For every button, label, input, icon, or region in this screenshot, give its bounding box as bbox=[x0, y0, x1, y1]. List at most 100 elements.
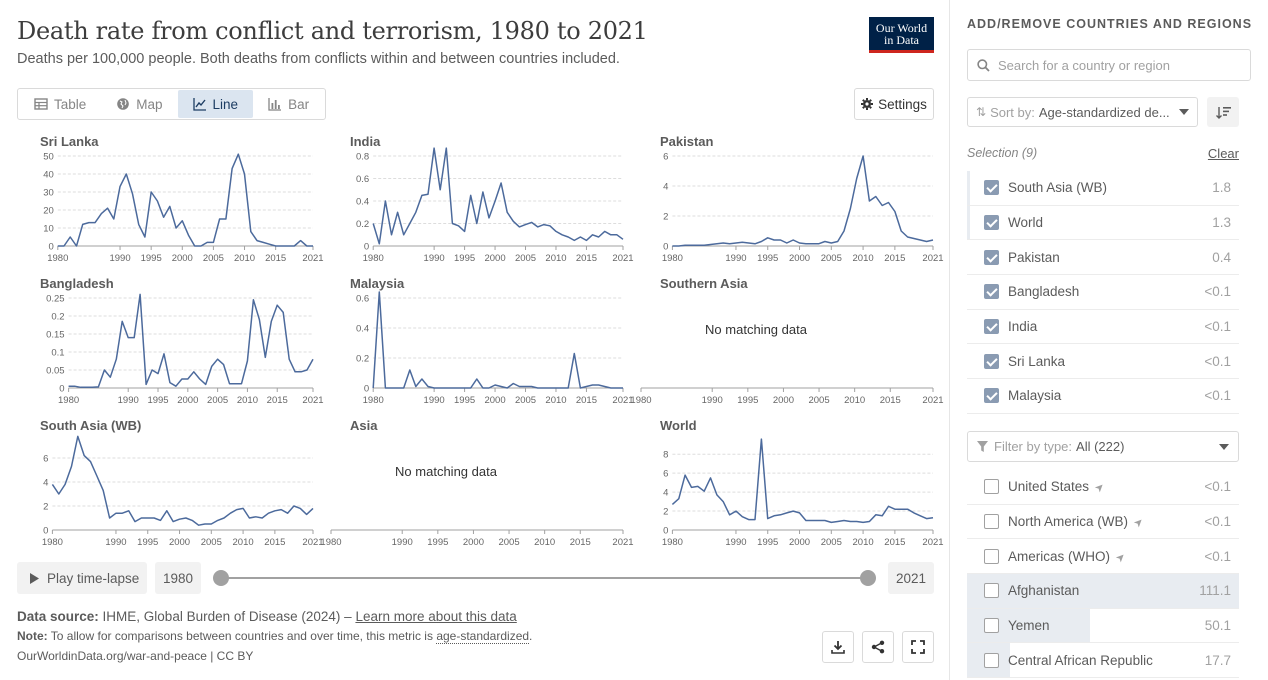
entity-row-bangladesh[interactable]: Bangladesh <0.1 bbox=[967, 275, 1239, 310]
x-tick-label: 1995 bbox=[141, 253, 162, 264]
entity-row-malaysia[interactable]: Malaysia <0.1 bbox=[967, 379, 1239, 414]
x-tick-label: 2015 bbox=[265, 253, 286, 264]
x-tick-label: 1980 bbox=[320, 537, 341, 548]
country-search-input[interactable]: Search for a country or region bbox=[967, 49, 1251, 81]
tab-map[interactable]: Map bbox=[101, 90, 177, 118]
checkbox[interactable] bbox=[984, 514, 999, 530]
entity-row-yemen[interactable]: Yemen 50.1 bbox=[967, 608, 1239, 644]
learn-more-link[interactable]: Learn more about this data bbox=[355, 609, 517, 624]
y-tick-label: 0.2 bbox=[356, 219, 369, 230]
y-tick-label: 2 bbox=[663, 507, 668, 518]
start-handle[interactable] bbox=[213, 570, 229, 586]
x-tick-label: 2005 bbox=[201, 537, 222, 548]
x-tick-label: 2005 bbox=[515, 253, 536, 264]
sort-dropdown[interactable]: ⇅ Sort by: Age-standardized de... bbox=[967, 97, 1198, 127]
entity-row-world[interactable]: World 1.3 bbox=[967, 205, 1239, 241]
tab-line-label: Line bbox=[212, 96, 239, 112]
x-tick-label: 2005 bbox=[515, 395, 536, 406]
fullscreen-button[interactable] bbox=[902, 631, 934, 663]
expand-icon bbox=[911, 640, 925, 654]
download-button[interactable] bbox=[822, 631, 854, 663]
entity-row-united-states[interactable]: United States ➤ <0.1 bbox=[967, 470, 1239, 505]
share-button[interactable] bbox=[862, 631, 894, 663]
entity-row-south-asia-wb[interactable]: South Asia (WB) 1.8 bbox=[967, 171, 1239, 206]
sort-order-button[interactable] bbox=[1207, 97, 1239, 127]
series-line-sri-lanka bbox=[57, 153, 313, 247]
entity-value: 17.7 bbox=[1204, 652, 1231, 668]
filter-type-dropdown[interactable]: Filter by type: All (222) bbox=[967, 431, 1239, 462]
end-handle[interactable] bbox=[860, 570, 876, 586]
tab-bar-label: Bar bbox=[288, 96, 310, 112]
sort-value: Age-standardized de... bbox=[1038, 104, 1170, 120]
entity-row-central-african-republic[interactable]: Central African Republic 17.7 bbox=[967, 643, 1239, 679]
entity-value: 1.8 bbox=[1212, 180, 1231, 196]
checkbox[interactable] bbox=[984, 180, 999, 196]
y-tick-label: 2 bbox=[663, 212, 668, 223]
entity-value: <0.1 bbox=[1204, 284, 1231, 300]
x-tick-label: 2000 bbox=[484, 253, 505, 264]
note-text: To allow for comparisons between countri… bbox=[50, 629, 433, 643]
timeline-track[interactable] bbox=[221, 577, 868, 579]
note-label: Note: bbox=[17, 629, 48, 643]
entity-name: Central African Republic bbox=[1008, 652, 1153, 668]
x-tick-label: 2000 bbox=[789, 253, 810, 264]
x-tick-label: 2015 bbox=[576, 395, 597, 406]
checkbox[interactable] bbox=[984, 319, 999, 335]
x-tick-label: 1990 bbox=[725, 253, 746, 264]
checkbox[interactable] bbox=[984, 388, 999, 404]
source-url[interactable]: OurWorldinData.org/war-and-peace | CC BY bbox=[17, 649, 254, 663]
entity-row-india[interactable]: India <0.1 bbox=[967, 310, 1239, 345]
checkbox[interactable] bbox=[984, 284, 999, 300]
checkbox[interactable] bbox=[984, 215, 999, 231]
x-tick-label: 2005 bbox=[821, 537, 842, 548]
entity-row-afghanistan[interactable]: Afghanistan 111.1 bbox=[967, 574, 1239, 609]
entity-row-sri-lanka[interactable]: Sri Lanka <0.1 bbox=[967, 344, 1239, 380]
tab-map-label: Map bbox=[136, 96, 163, 112]
checkbox[interactable] bbox=[984, 249, 999, 265]
x-tick-label: 2021 bbox=[612, 537, 633, 548]
tab-bar[interactable]: Bar bbox=[253, 90, 324, 118]
series-line-malaysia bbox=[372, 291, 623, 389]
y-tick-label: 0.15 bbox=[46, 330, 65, 341]
tab-table[interactable]: Table bbox=[19, 90, 101, 118]
checkbox[interactable] bbox=[984, 652, 999, 668]
value-bar bbox=[967, 574, 1239, 608]
checkbox[interactable] bbox=[984, 548, 999, 564]
entity-row-americas-who[interactable]: Americas (WHO) ➤ <0.1 bbox=[967, 539, 1239, 575]
entity-value: <0.1 bbox=[1204, 388, 1231, 404]
entity-row-north-america-wb[interactable]: North America (WB) ➤ <0.1 bbox=[967, 505, 1239, 540]
start-year[interactable]: 1980 bbox=[155, 562, 201, 594]
panel-title: World bbox=[660, 418, 697, 433]
owid-logo[interactable]: Our World in Data bbox=[869, 17, 934, 53]
x-tick-label: 2015 bbox=[267, 395, 288, 406]
clear-selection-button[interactable]: Clear bbox=[1207, 146, 1239, 161]
tab-line[interactable]: Line bbox=[177, 90, 254, 118]
age-standardized-link[interactable]: age-standardized bbox=[436, 629, 530, 644]
y-tick-label: 0.25 bbox=[46, 294, 65, 305]
checkbox[interactable] bbox=[984, 479, 999, 495]
entity-value: <0.1 bbox=[1204, 479, 1231, 495]
chart-area: Death rate from conflict and terrorism, … bbox=[17, 0, 950, 680]
series-line-south-asia-wb bbox=[51, 435, 314, 526]
y-tick-label: 0.4 bbox=[356, 197, 369, 208]
entity-row-pakistan[interactable]: Pakistan 0.4 bbox=[967, 240, 1239, 276]
panel-title: Sri Lanka bbox=[40, 134, 99, 149]
y-tick-label: 4 bbox=[663, 182, 668, 193]
checkbox[interactable] bbox=[984, 583, 999, 599]
y-tick-label: 6 bbox=[43, 454, 48, 465]
x-tick-label: 2021 bbox=[612, 395, 633, 406]
settings-button[interactable]: Settings bbox=[854, 88, 934, 120]
y-tick-label: 40 bbox=[43, 170, 54, 181]
search-icon bbox=[977, 58, 990, 72]
x-tick-label: 1995 bbox=[737, 395, 758, 406]
play-timelapse-button[interactable]: Play time-lapse bbox=[17, 562, 147, 594]
checkbox[interactable] bbox=[984, 618, 999, 634]
x-tick-label: 2015 bbox=[570, 537, 591, 548]
y-tick-label: 30 bbox=[43, 188, 54, 199]
entity-name: Yemen bbox=[1008, 618, 1050, 634]
end-year[interactable]: 2021 bbox=[888, 562, 934, 594]
checkbox[interactable] bbox=[984, 353, 999, 369]
y-tick-label: 0.2 bbox=[356, 354, 369, 365]
